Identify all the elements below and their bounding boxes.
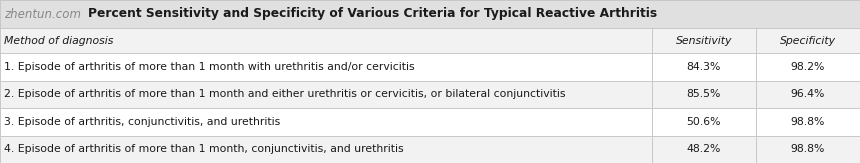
Text: Method of diagnosis: Method of diagnosis bbox=[4, 36, 114, 45]
Text: Specificity: Specificity bbox=[780, 36, 836, 45]
Text: 85.5%: 85.5% bbox=[687, 89, 721, 99]
Text: 48.2%: 48.2% bbox=[687, 144, 721, 154]
Text: 4. Episode of arthritis of more than 1 month, conjunctivitis, and urethritis: 4. Episode of arthritis of more than 1 m… bbox=[4, 144, 403, 154]
Text: 96.4%: 96.4% bbox=[791, 89, 825, 99]
Text: zhentun.com: zhentun.com bbox=[4, 7, 81, 21]
Text: 1. Episode of arthritis of more than 1 month with urethritis and/or cervicitis: 1. Episode of arthritis of more than 1 m… bbox=[4, 62, 415, 72]
Text: 2. Episode of arthritis of more than 1 month and either urethritis or cervicitis: 2. Episode of arthritis of more than 1 m… bbox=[4, 89, 566, 99]
Bar bbox=[0, 108, 860, 135]
Text: 84.3%: 84.3% bbox=[687, 62, 721, 72]
Text: 98.8%: 98.8% bbox=[791, 117, 825, 127]
Text: Percent Sensitivity and Specificity of Various Criteria for Typical Reactive Art: Percent Sensitivity and Specificity of V… bbox=[88, 7, 657, 21]
Bar bbox=[0, 53, 860, 81]
Text: 3. Episode of arthritis, conjunctivitis, and urethritis: 3. Episode of arthritis, conjunctivitis,… bbox=[4, 117, 280, 127]
Text: Sensitivity: Sensitivity bbox=[676, 36, 732, 45]
Bar bbox=[0, 0, 860, 28]
Bar bbox=[0, 28, 860, 53]
Text: 50.6%: 50.6% bbox=[686, 117, 722, 127]
Text: 98.2%: 98.2% bbox=[791, 62, 825, 72]
Bar bbox=[0, 135, 860, 163]
Bar bbox=[0, 81, 860, 108]
Text: 98.8%: 98.8% bbox=[791, 144, 825, 154]
